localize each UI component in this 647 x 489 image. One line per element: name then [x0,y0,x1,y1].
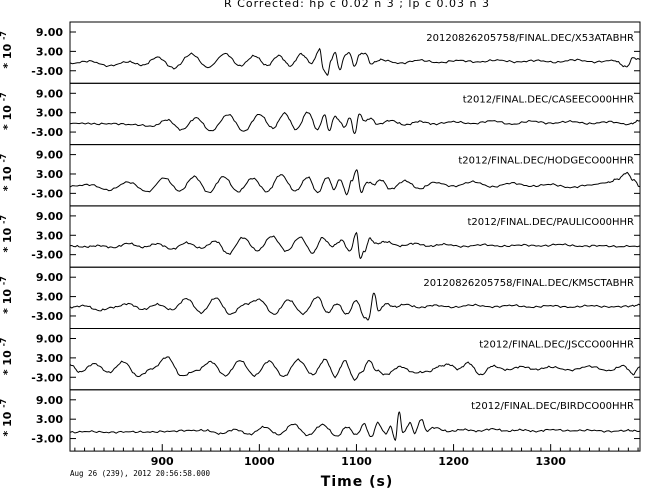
x-tick-label: 1200 [438,455,469,468]
y-tick-label: 9.00 [36,149,63,162]
y-tick-label: -3.00 [31,187,63,200]
y-tick-label: 3.00 [36,291,63,304]
x-tick-label: 1100 [341,455,372,468]
y-tick-label: 3.00 [36,352,63,365]
start-date-label: Aug 26 (239), 2012 20:56:58.000 [70,469,210,478]
y-unit-label: * 10 -7 [0,399,14,437]
trace-panel: 9.00 3.00 -3.00 * 10 -7 t2012/FINAL.DEC/JSCC… [0,328,641,391]
trace-station-label: t2012/FINAL.DEC/JSCCO00HHR [479,340,634,351]
panel-frame [69,21,641,84]
y-tick-label: 9.00 [36,271,63,284]
trace-panel: 9.00 3.00 -3.00 * 10 -7 t2012/FINAL.DEC/PAUL… [0,205,641,268]
y-tick-label: 9.00 [36,394,63,407]
x-axis: 900 1000 1100 1200 1300 [74,444,639,468]
y-tick-label: -3.00 [31,433,63,446]
y-tick-label: 9.00 [36,87,63,100]
seismic-trace [69,169,641,196]
panel-frame [69,144,641,207]
seismic-trace [69,47,641,76]
seismic-trace [69,231,641,260]
trace-station-label: 20120826205758/FINAL.DEC/KMSCTABHR [423,278,634,289]
trace-station-label: t2012/FINAL.DEC/HODGECO00HHR [458,156,634,167]
trace-panel: 9.00 3.00 -3.00 * 10 -7 t2012/FINAL.DEC/BIRD… [0,389,641,452]
trace-panel: 9.00 3.00 -3.00 * 10 -7 t2012/FINAL.DEC/CASE… [0,82,641,146]
y-tick-label: 9.00 [36,26,63,39]
x-tick-label: 1300 [535,455,566,468]
y-unit-label: * 10 -7 [0,338,14,376]
y-tick-label: 3.00 [36,229,63,242]
y-tick-label: 9.00 [36,333,63,346]
trace-panels: 9.00 3.00 -3.00 * 10 -7 20120826205758/FINAL… [0,21,641,452]
x-tick-label: 1000 [244,455,275,468]
y-unit-label: * 10 -7 [0,154,14,192]
panel-frame [69,266,641,330]
y-unit-label: * 10 -7 [0,215,14,253]
y-tick-label: -3.00 [31,310,63,323]
trace-panel: 9.00 3.00 -3.00 * 10 -7 20120826205758/FINAL… [0,266,641,330]
y-unit-label: * 10 -7 [0,276,14,314]
trace-panel: 9.00 3.00 -3.00 * 10 -7 t2012/FINAL.DEC/HODG… [0,144,641,207]
y-tick-label: 3.00 [36,413,63,426]
trace-station-label: 20120826205758/FINAL.DEC/X53ATABHR [426,33,634,44]
panel-frame [69,389,641,452]
y-tick-label: 3.00 [36,107,63,120]
seismic-trace [69,411,641,442]
seismic-trace [69,292,641,321]
y-tick-label: -3.00 [31,126,63,139]
y-tick-label: -3.00 [31,371,63,384]
panel-frame [69,328,641,391]
trace-station-label: t2012/FINAL.DEC/CASEECO00HHR [463,94,634,105]
y-unit-label: * 10 -7 [0,31,14,69]
trace-panel: 9.00 3.00 -3.00 * 10 -7 20120826205758/FINAL… [0,21,641,84]
x-tick-label: 900 [151,455,174,468]
y-tick-label: 9.00 [36,210,63,223]
trace-station-label: t2012/FINAL.DEC/PAULICO00HHR [467,217,634,228]
y-tick-label: -3.00 [31,249,63,262]
y-unit-label: * 10 -7 [0,92,14,130]
trace-station-label: t2012/FINAL.DEC/BIRDCO00HHR [471,401,634,412]
panel-frame [69,82,641,146]
y-tick-label: -3.00 [31,65,63,78]
seismic-trace [69,111,641,135]
seismic-trace [69,356,641,382]
y-tick-label: 3.00 [36,45,63,58]
chart-title: R Corrected: hp c 0.02 n 3 ; lp c 0.03 n… [224,0,490,10]
y-tick-label: 3.00 [36,168,63,181]
x-axis-label: Time (s) [321,474,393,489]
